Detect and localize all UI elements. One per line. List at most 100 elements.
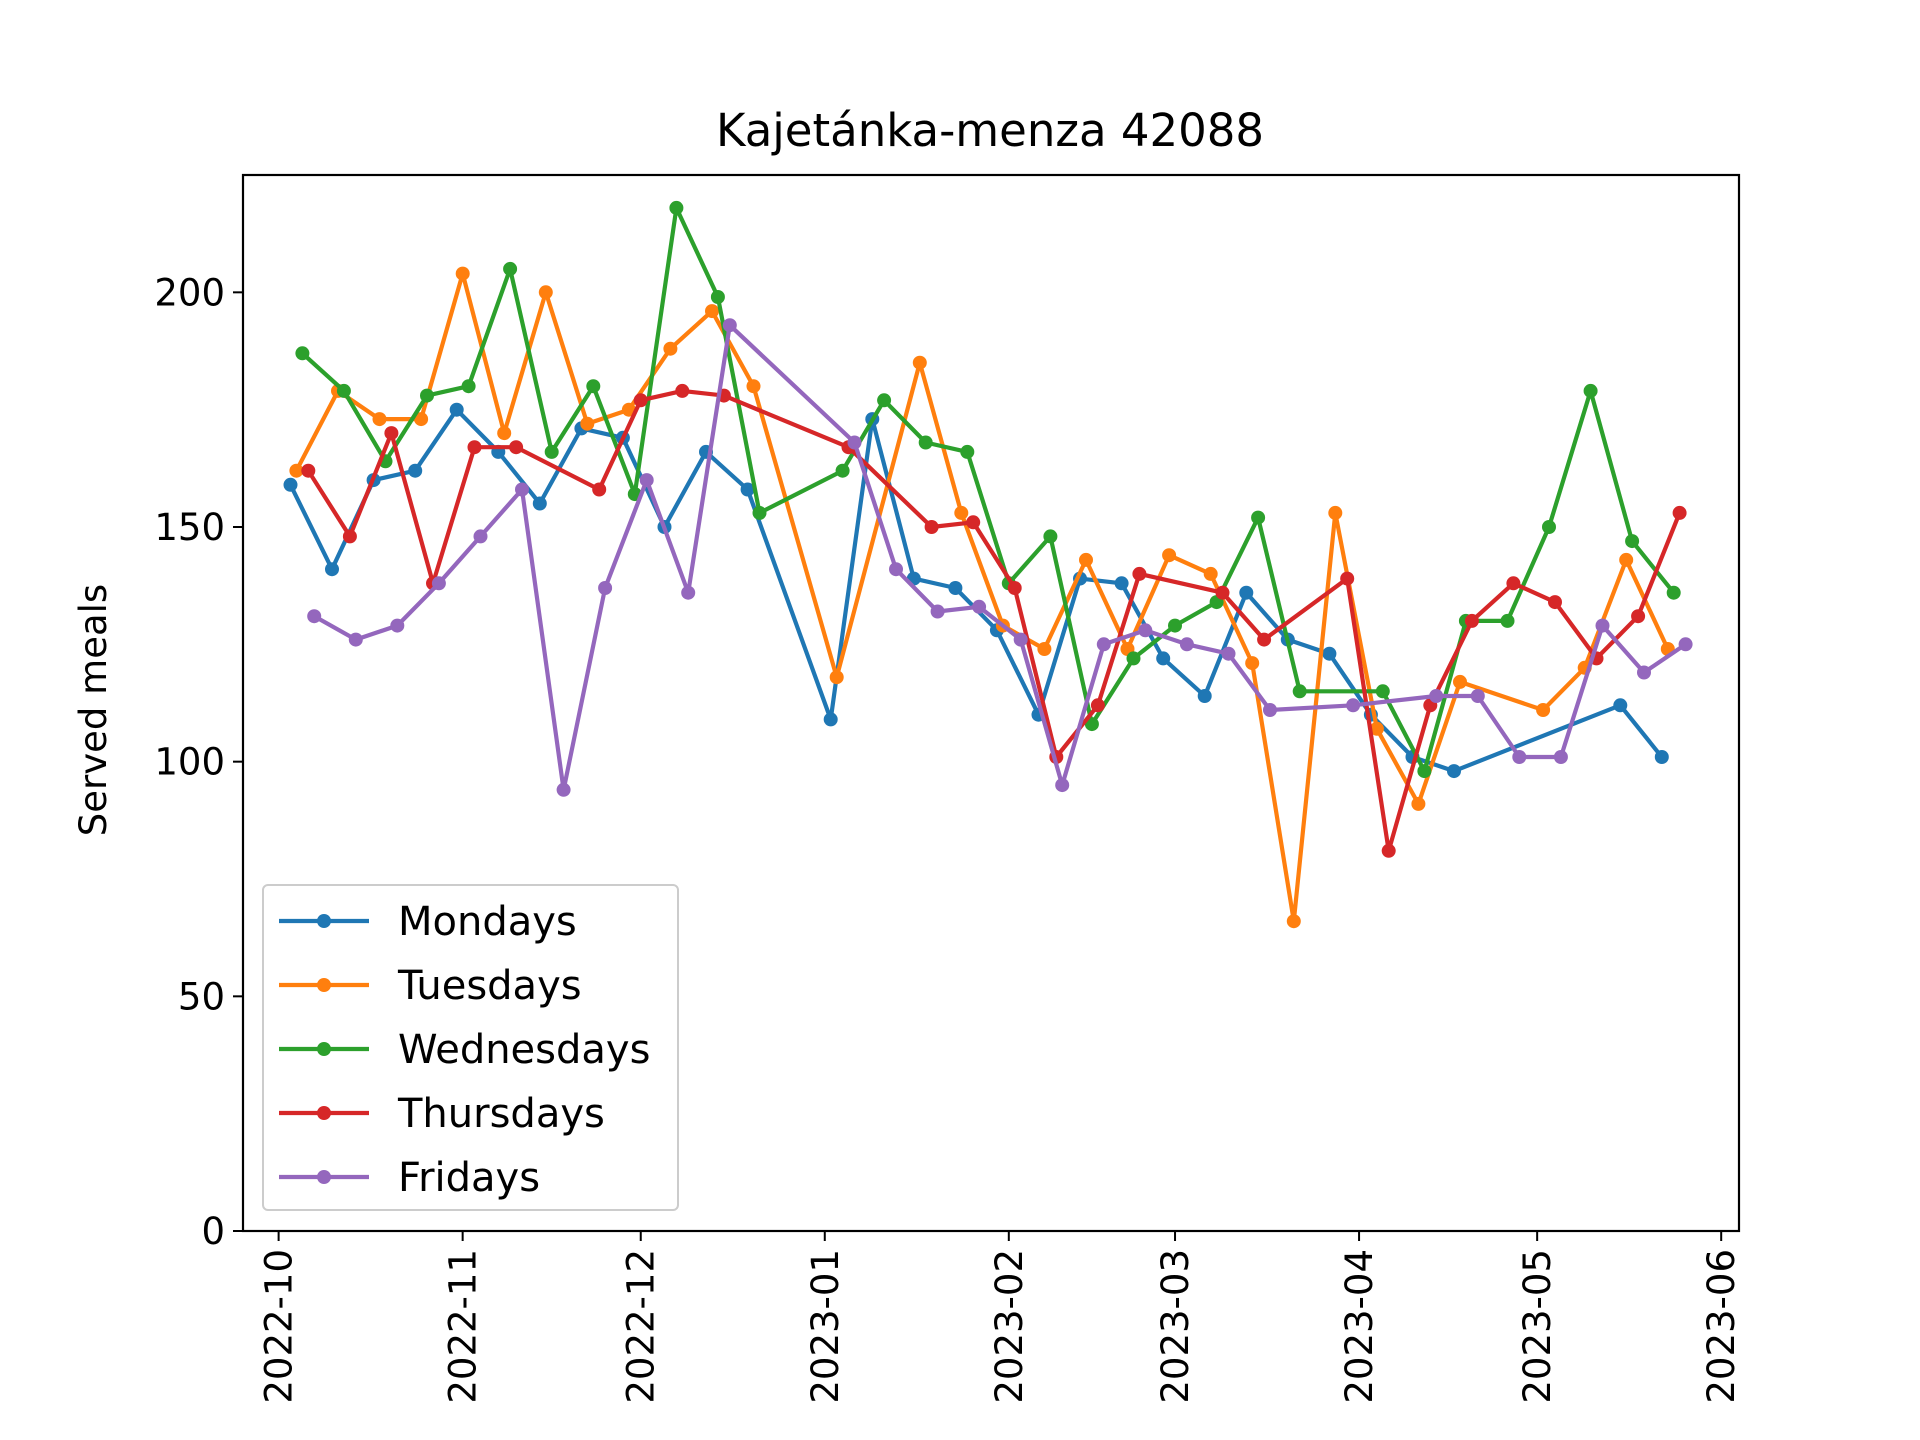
series-fridays: [307, 318, 1693, 797]
legend-entry: Wednesdays: [398, 1027, 650, 1073]
legend-entry: Mondays: [398, 899, 577, 945]
data-point: [877, 393, 892, 408]
data-point: [681, 585, 696, 600]
data-point: [710, 290, 725, 304]
data-point: [1215, 585, 1230, 600]
data-point: [1096, 637, 1111, 652]
data-point: [592, 482, 607, 497]
legend-marker: [317, 914, 331, 928]
x-tick-label: 2023-01: [804, 1249, 847, 1404]
data-point: [532, 496, 547, 511]
data-point: [1340, 571, 1355, 586]
x-tick-label: 2022-11: [442, 1249, 485, 1404]
series-line: [305, 388, 1683, 853]
data-point: [307, 609, 322, 624]
data-point: [1179, 637, 1194, 652]
data-point: [930, 604, 945, 619]
data-point: [1631, 609, 1646, 624]
x-tick-label: 2022-12: [620, 1249, 663, 1404]
data-point: [1286, 914, 1301, 929]
data-point: [1346, 698, 1361, 713]
data-point: [473, 529, 488, 544]
legend-box: [262, 884, 679, 1211]
data-point: [1595, 618, 1610, 633]
data-point: [948, 581, 963, 595]
data-point: [1013, 632, 1028, 647]
data-point: [1084, 717, 1099, 732]
data-point: [722, 318, 737, 333]
data-point: [1375, 684, 1390, 699]
data-point: [1221, 646, 1236, 661]
legend-marker: [317, 978, 331, 992]
legend: Mondays Tuesdays Wednesdays Thursdays Friday…: [262, 884, 679, 1211]
series-line: [287, 407, 1665, 774]
data-point: [586, 379, 601, 394]
data-point: [1369, 721, 1384, 736]
data-point: [746, 379, 761, 394]
data-point: [1043, 529, 1058, 544]
data-point: [325, 562, 339, 577]
data-point: [835, 463, 850, 478]
legend-marker: [317, 1042, 331, 1056]
data-point: [1429, 689, 1444, 703]
y-tick-label: 100: [154, 741, 225, 784]
legend-entry: Fridays: [398, 1155, 540, 1201]
data-point: [1553, 750, 1568, 764]
data-point: [1417, 764, 1432, 779]
data-point: [598, 581, 613, 595]
data-point: [372, 412, 387, 427]
data-point: [663, 341, 678, 356]
data-point: [1055, 778, 1070, 793]
data-point: [1506, 576, 1521, 591]
data-point: [538, 285, 553, 300]
legend-entry: Thursdays: [397, 1091, 605, 1137]
data-point: [1500, 613, 1515, 628]
data-point: [1197, 689, 1212, 703]
axis-ticks: 0 50 100 150 200 2022-10 2022-11 2022-12 2023-01…: [154, 271, 1743, 1403]
data-point: [1464, 613, 1479, 628]
data-point: [633, 393, 648, 408]
data-point: [449, 402, 464, 417]
data-point: [740, 482, 755, 497]
data-point: [705, 304, 719, 319]
data-point: [1381, 843, 1396, 858]
data-point: [509, 440, 524, 455]
data-point: [752, 505, 767, 520]
legend-marker: [317, 1170, 331, 1184]
data-point: [675, 383, 690, 398]
data-point: [1453, 674, 1467, 689]
data-point: [1411, 796, 1426, 811]
data-point: [408, 463, 423, 478]
data-point: [1263, 703, 1277, 717]
data-point: [829, 670, 844, 685]
legend-marker: [317, 1106, 331, 1120]
data-point: [639, 473, 654, 488]
data-point: [295, 346, 310, 361]
data-point: [580, 416, 595, 431]
x-tick-label: 2023-05: [1516, 1249, 1559, 1404]
data-point: [1678, 637, 1693, 652]
data-point: [1536, 703, 1551, 717]
data-point: [1583, 383, 1598, 398]
data-point: [1470, 689, 1485, 703]
data-point: [1079, 552, 1093, 567]
plot-area: [283, 200, 1693, 929]
data-point: [461, 379, 476, 394]
data-point: [1257, 632, 1272, 647]
data-point: [823, 712, 838, 727]
data-point: [1666, 585, 1681, 600]
data-point: [1328, 505, 1343, 520]
data-point: [420, 388, 434, 403]
data-point: [1037, 642, 1052, 656]
data-point: [847, 435, 862, 450]
data-point: [1203, 566, 1218, 581]
chart-title: Kajetánka-menza 42088: [716, 104, 1264, 157]
data-point: [289, 463, 304, 478]
data-point: [1322, 646, 1337, 661]
data-point: [515, 482, 529, 497]
series-mondays: [283, 402, 1669, 779]
data-point: [384, 426, 399, 441]
y-tick-label: 150: [154, 506, 225, 549]
